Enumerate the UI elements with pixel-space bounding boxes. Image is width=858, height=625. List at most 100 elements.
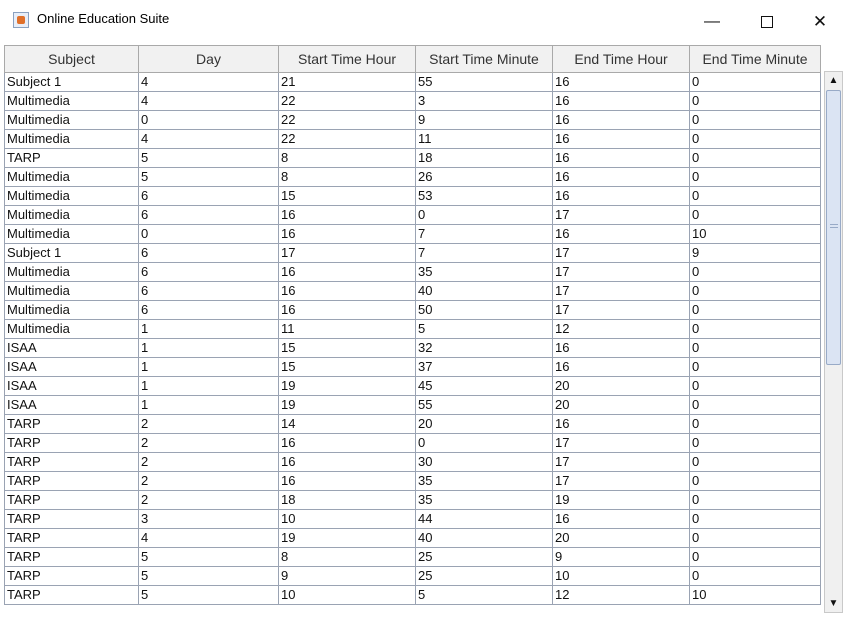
table-cell[interactable]: 16 [278,281,416,301]
table-row[interactable]: TARP 2 16 0 17 0 [4,433,821,453]
table-cell[interactable]: 45 [415,376,553,396]
scrollbar-thumb[interactable] [826,90,841,365]
table-cell[interactable]: ISAA [4,338,139,358]
table-cell[interactable]: 19 [278,376,416,396]
table-cell[interactable]: TARP [4,566,139,586]
table-row[interactable]: Multimedia 6 16 35 17 0 [4,262,821,282]
table-cell[interactable]: 10 [278,509,416,529]
table-cell[interactable]: 5 [138,148,279,168]
table-cell[interactable]: 0 [689,148,821,168]
table-cell[interactable]: 11 [415,129,553,149]
table-cell[interactable]: 0 [689,376,821,396]
column-header[interactable]: Start Time Hour [278,45,416,73]
table-cell[interactable]: 9 [278,566,416,586]
table-cell[interactable]: 19 [278,528,416,548]
table-cell[interactable]: 1 [138,338,279,358]
table-cell[interactable]: 0 [689,338,821,358]
table-cell[interactable]: 3 [138,509,279,529]
table-cell[interactable]: 16 [552,357,690,377]
table-cell[interactable]: 0 [689,452,821,472]
table-cell[interactable]: 15 [278,186,416,206]
table-row[interactable]: TARP 5 8 18 16 0 [4,148,821,168]
table-row[interactable]: TARP 2 16 30 17 0 [4,452,821,472]
table-cell[interactable]: 0 [689,509,821,529]
table-cell[interactable]: Multimedia [4,167,139,187]
table-cell[interactable]: 17 [552,433,690,453]
table-row[interactable]: Subject 1 6 17 7 17 9 [4,243,821,263]
table-cell[interactable]: ISAA [4,395,139,415]
table-cell[interactable]: 17 [278,243,416,263]
table-cell[interactable]: 16 [552,110,690,130]
close-button[interactable]: ✕ [812,12,828,31]
table-cell[interactable]: Multimedia [4,281,139,301]
table-cell[interactable]: 12 [552,585,690,605]
table-cell[interactable]: 11 [278,319,416,339]
table-cell[interactable]: 5 [415,585,553,605]
table-row[interactable]: Multimedia 0 22 9 16 0 [4,110,821,130]
table-cell[interactable]: 10 [689,585,821,605]
table-row[interactable]: ISAA 1 15 32 16 0 [4,338,821,358]
table-cell[interactable]: 0 [689,566,821,586]
table-cell[interactable]: 32 [415,338,553,358]
table-cell[interactable]: 20 [415,414,553,434]
table-cell[interactable]: 0 [689,167,821,187]
table-cell[interactable]: 16 [278,433,416,453]
table-row[interactable]: TARP 2 18 35 19 0 [4,490,821,510]
table-row[interactable]: Multimedia 6 15 53 16 0 [4,186,821,206]
table-cell[interactable]: 0 [689,262,821,282]
table-cell[interactable]: 1 [138,319,279,339]
table-cell[interactable]: 35 [415,471,553,491]
table-row[interactable]: Multimedia 6 16 40 17 0 [4,281,821,301]
table-cell[interactable]: 0 [415,205,553,225]
table-cell[interactable]: 15 [278,357,416,377]
table-cell[interactable]: 16 [552,338,690,358]
table-cell[interactable]: 37 [415,357,553,377]
table-row[interactable]: Multimedia 1 11 5 12 0 [4,319,821,339]
table-cell[interactable]: 22 [278,91,416,111]
table-row[interactable]: TARP 4 19 40 20 0 [4,528,821,548]
table-cell[interactable]: 25 [415,566,553,586]
table-cell[interactable]: 16 [552,129,690,149]
table-cell[interactable]: 0 [689,129,821,149]
table-cell[interactable]: 16 [278,300,416,320]
minimize-button[interactable]: — [704,13,720,30]
table-cell[interactable]: Subject 1 [4,72,139,92]
table-cell[interactable]: 0 [689,205,821,225]
table-cell[interactable]: 0 [689,490,821,510]
table-cell[interactable]: 9 [689,243,821,263]
table-cell[interactable]: 16 [552,414,690,434]
table-cell[interactable]: 7 [415,243,553,263]
table-cell[interactable]: 17 [552,471,690,491]
table-cell[interactable]: 0 [689,91,821,111]
table-cell[interactable]: ISAA [4,357,139,377]
table-cell[interactable]: 5 [415,319,553,339]
table-cell[interactable]: TARP [4,148,139,168]
table-cell[interactable]: 0 [689,414,821,434]
table-cell[interactable]: 16 [552,167,690,187]
table-cell[interactable]: Multimedia [4,319,139,339]
table-cell[interactable]: 17 [552,300,690,320]
table-cell[interactable]: TARP [4,509,139,529]
table-cell[interactable]: 25 [415,547,553,567]
table-cell[interactable]: 0 [138,110,279,130]
column-header[interactable]: Subject [4,45,139,73]
table-cell[interactable]: Subject 1 [4,243,139,263]
table-cell[interactable]: 6 [138,300,279,320]
column-header[interactable]: End Time Minute [689,45,821,73]
table-cell[interactable]: 35 [415,490,553,510]
table-cell[interactable]: 10 [278,585,416,605]
table-cell[interactable]: 0 [689,528,821,548]
table-cell[interactable]: TARP [4,547,139,567]
table-row[interactable]: Multimedia 4 22 11 16 0 [4,129,821,149]
table-cell[interactable]: 22 [278,129,416,149]
table-cell[interactable]: 40 [415,281,553,301]
table-cell[interactable]: TARP [4,452,139,472]
table-row[interactable]: Multimedia 6 16 0 17 0 [4,205,821,225]
table-cell[interactable]: 5 [138,566,279,586]
table-cell[interactable]: 14 [278,414,416,434]
table-cell[interactable]: 16 [552,148,690,168]
table-cell[interactable]: 0 [689,186,821,206]
table-row[interactable]: TARP 2 16 35 17 0 [4,471,821,491]
maximize-button[interactable] [745,8,789,36]
table-cell[interactable]: 17 [552,452,690,472]
